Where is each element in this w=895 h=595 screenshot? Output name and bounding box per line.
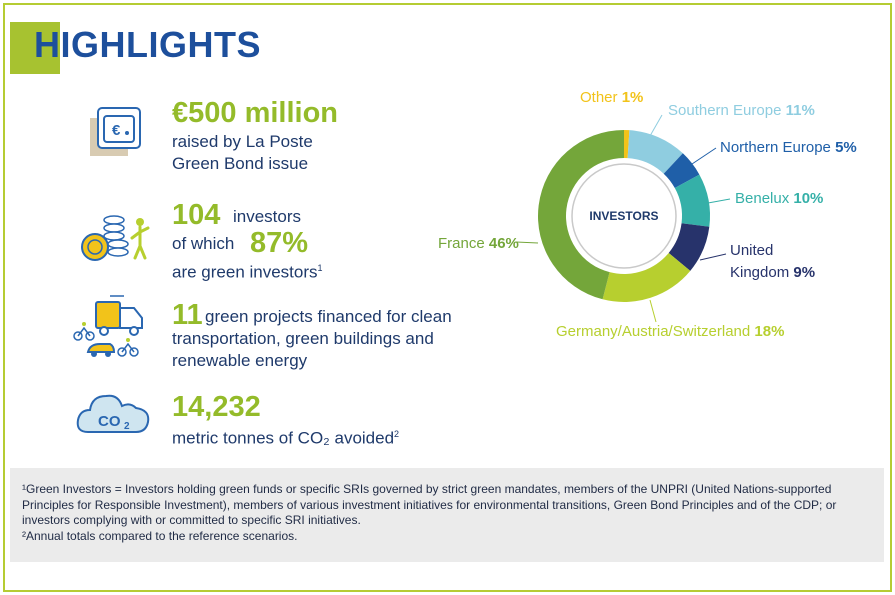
leader-line-6: [515, 241, 539, 244]
svg-text:2: 2: [124, 421, 130, 432]
green-transport-icon: [73, 295, 143, 357]
projects-line3: renewable energy: [172, 351, 308, 370]
euro-wallet-icon: €: [90, 107, 141, 156]
bond-amount: €500 million: [172, 97, 339, 129]
projects-line1: green projects financed for clean: [205, 307, 452, 326]
bond-line1: raised by La Poste: [172, 132, 313, 151]
co2-cloud-icon: CO 2: [76, 394, 150, 433]
slice-benelux: [674, 174, 710, 227]
footnote-2: ²Annual totals compared to the reference…: [22, 528, 298, 543]
co2-amount: 14,232: [172, 391, 261, 423]
label-france: France 46%: [438, 235, 519, 252]
leader-line-4: [699, 253, 727, 261]
label-other: Other 1%: [580, 89, 643, 106]
projects-count: 11: [172, 299, 203, 331]
slice-germany-austria-switzerland: [602, 252, 691, 302]
label-germany-austria-switzerland: Germany/Austria/Switzerland 18%: [556, 323, 784, 340]
leader-line-5: [649, 299, 657, 323]
slice-northern-europe: [663, 153, 700, 189]
footnote-ref-1: 1: [317, 263, 323, 273]
title-accent-block: [10, 22, 60, 74]
investors-count: 104: [172, 199, 221, 231]
leader-line-3: [707, 198, 731, 204]
page-title: HIGHLIGHTS: [34, 24, 261, 65]
leader-line-2: [691, 147, 717, 165]
investors-donut-chart: INVESTORS Other 1% Southern Europe 11% Nort…: [438, 89, 857, 340]
svg-text:CO: CO: [98, 413, 121, 430]
footnote-1: ¹Green Investors = Investors holding gre…: [22, 482, 837, 527]
coins-investor-icon: [81, 215, 150, 261]
green-investors-line: are green investors1: [172, 257, 323, 284]
svg-text:€: €: [112, 122, 121, 139]
label-benelux: Benelux 10%: [735, 190, 823, 207]
donut-inner-ring: [571, 163, 677, 269]
slice-southern-europe: [627, 130, 683, 174]
investors-of-which: of which: [172, 234, 235, 253]
slice-other: [624, 130, 630, 159]
donut-center-label: INVESTORS: [589, 209, 658, 223]
label-united-kingdom: United Kingdom 9%: [730, 242, 815, 281]
bond-line2: Green Bond issue: [172, 154, 309, 173]
footnote-ref-2: 2: [394, 429, 400, 439]
slice-united-kingdom: [668, 223, 710, 271]
page-frame: [3, 3, 892, 592]
investors-suffix: investors: [233, 207, 302, 226]
footnotes-panel: ¹Green Investors = Investors holding gre…: [10, 468, 884, 562]
green-investors-text: are green investors: [172, 262, 318, 282]
projects-line2: transportation, green buildings and: [172, 329, 434, 348]
co2-text: metric tonnes of CO₂ avoided: [172, 428, 395, 448]
co2-line: metric tonnes of CO₂ avoided2: [172, 423, 399, 450]
green-investors-pct: 87%: [250, 227, 309, 259]
label-southern-europe: Southern Europe 11%: [668, 102, 815, 119]
slice-france: [538, 130, 624, 300]
leader-line-1: [649, 114, 663, 137]
label-northern-europe: Northern Europe 5%: [720, 139, 857, 156]
